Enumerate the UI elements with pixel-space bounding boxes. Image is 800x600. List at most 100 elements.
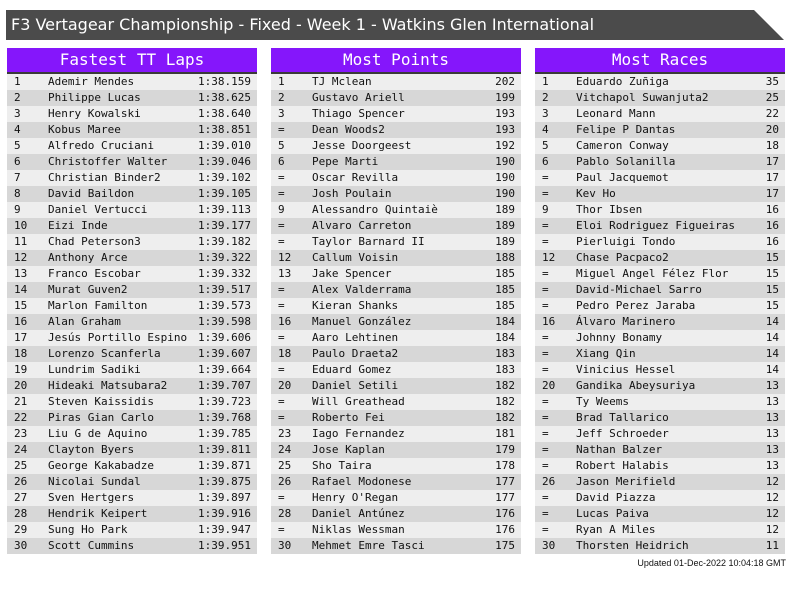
driver-name-cell: Mehmet Emre Tasci <box>312 539 425 552</box>
table-row: 20 Daniel Setili 182 <box>271 378 521 394</box>
driver-name-cell: Jake Spencer <box>312 267 392 280</box>
value-cell: 15 <box>765 283 779 296</box>
rank-cell: = <box>542 235 549 248</box>
table-row: 20 Hideaki Matsubara2 1:39.707 <box>7 378 257 394</box>
rank-cell: 25 <box>278 459 292 472</box>
driver-name-cell: Niklas Wessman <box>312 523 405 536</box>
table-row: = Henry O'Regan 177 <box>271 490 521 506</box>
table-row: = Oscar Revilla 190 <box>271 170 521 186</box>
driver-name-cell: Manuel González <box>312 315 412 328</box>
rank-cell: 8 <box>14 187 21 200</box>
table-row: 10 Eizi Inde 1:39.177 <box>7 218 257 234</box>
value-cell: 182 <box>495 411 515 424</box>
rank-cell: = <box>542 411 549 424</box>
rank-cell: 12 <box>542 251 556 264</box>
value-cell: 1:39.897 <box>198 491 251 504</box>
table-row: = Johnny Bonamy 14 <box>535 330 785 346</box>
value-cell: 184 <box>495 331 515 344</box>
driver-name-cell: Oscar Revilla <box>312 171 399 184</box>
table-row: 24 Jose Kaplan 179 <box>271 442 521 458</box>
value-cell: 12 <box>765 507 779 520</box>
table-row: = Ryan A Miles 12 <box>535 522 785 538</box>
rank-cell: 12 <box>14 251 28 264</box>
rank-cell: 7 <box>14 171 21 184</box>
table-row: = Pierluigi Tondo 16 <box>535 234 785 250</box>
driver-name-cell: George Kakabadze <box>48 459 154 472</box>
rank-cell: 1 <box>542 75 549 88</box>
driver-name-cell: Johnny Bonamy <box>576 331 663 344</box>
rank-cell: = <box>278 523 285 536</box>
table-row: = Alex Valderrama 185 <box>271 282 521 298</box>
table-row: 5 Jesse Doorgeest 192 <box>271 138 521 154</box>
value-cell: 1:39.598 <box>198 315 251 328</box>
table-row: = Roberto Fei 182 <box>271 410 521 426</box>
rank-cell: 13 <box>278 267 292 280</box>
table-row: 1 Ademir Mendes 1:38.159 <box>7 74 257 90</box>
value-cell: 17 <box>765 187 779 200</box>
driver-name-cell: Jesse Doorgeest <box>312 139 412 152</box>
driver-name-cell: Steven Kaissidis <box>48 395 154 408</box>
rank-cell: 17 <box>14 331 28 344</box>
driver-name-cell: Lundrim Sadiki <box>48 363 141 376</box>
value-cell: 1:39.182 <box>198 235 251 248</box>
driver-name-cell: Pepe Marti <box>312 155 379 168</box>
driver-name-cell: Daniel Setili <box>312 379 399 392</box>
value-cell: 16 <box>765 203 779 216</box>
value-cell: 13 <box>765 395 779 408</box>
driver-name-cell: Kev Ho <box>576 187 616 200</box>
rank-cell: = <box>278 219 285 232</box>
value-cell: 1:39.517 <box>198 283 251 296</box>
table-row: 26 Rafael Modonese 177 <box>271 474 521 490</box>
table-row: = Ty Weems 13 <box>535 394 785 410</box>
table-row: 4 Felipe P Dantas 20 <box>535 122 785 138</box>
driver-name-cell: Sven Hertgers <box>48 491 135 504</box>
table-row: = Xiang Qin 14 <box>535 346 785 362</box>
driver-name-cell: TJ Mclean <box>312 75 372 88</box>
rank-cell: 3 <box>278 107 285 120</box>
most-points-panel: Most Points 1 TJ Mclean 202 2 Gustavo Ariell… <box>271 48 521 554</box>
rank-cell: 22 <box>14 411 28 424</box>
driver-name-cell: Cameron Conway <box>576 139 669 152</box>
rank-cell: 9 <box>542 203 549 216</box>
rank-cell: 13 <box>14 267 28 280</box>
table-row: 16 Manuel González 184 <box>271 314 521 330</box>
value-cell: 185 <box>495 299 515 312</box>
rank-cell: 10 <box>14 219 28 232</box>
driver-name-cell: Roberto Fei <box>312 411 385 424</box>
table-row: = Eloi Rodriguez Figueiras 16 <box>535 218 785 234</box>
value-cell: 1:39.951 <box>198 539 251 552</box>
driver-name-cell: Xiang Qin <box>576 347 636 360</box>
driver-name-cell: Daniel Antúnez <box>312 507 405 520</box>
rank-cell: 24 <box>14 443 28 456</box>
value-cell: 179 <box>495 443 515 456</box>
rank-cell: 16 <box>278 315 292 328</box>
rank-cell: 5 <box>278 139 285 152</box>
driver-name-cell: Taylor Barnard II <box>312 235 425 248</box>
driver-name-cell: Thor Ibsen <box>576 203 643 216</box>
value-cell: 1:38.851 <box>198 123 251 136</box>
driver-name-cell: Anthony Arce <box>48 251 128 264</box>
table-row: 21 Steven Kaissidis 1:39.723 <box>7 394 257 410</box>
rank-cell: 30 <box>278 539 292 552</box>
driver-name-cell: Álvaro Marinero <box>576 315 676 328</box>
table-row: 20 Gandika Abeysuriya 13 <box>535 378 785 394</box>
table-row: 12 Anthony Arce 1:39.322 <box>7 250 257 266</box>
rank-cell: = <box>542 395 549 408</box>
rank-cell: = <box>542 187 549 200</box>
value-cell: 1:39.105 <box>198 187 251 200</box>
value-cell: 182 <box>495 395 515 408</box>
rank-cell: = <box>542 363 549 376</box>
value-cell: 1:39.707 <box>198 379 251 392</box>
rank-cell: 20 <box>14 379 28 392</box>
fastest-tt-laps-panel: Fastest TT Laps 1 Ademir Mendes 1:38.159 2 P… <box>7 48 257 554</box>
value-cell: 1:39.322 <box>198 251 251 264</box>
value-cell: 184 <box>495 315 515 328</box>
table-row: 23 Iago Fernandez 181 <box>271 426 521 442</box>
driver-name-cell: Callum Voisin <box>312 251 399 264</box>
table-row: 30 Mehmet Emre Tasci 175 <box>271 538 521 554</box>
driver-name-cell: Ryan A Miles <box>576 523 656 536</box>
rank-cell: 23 <box>14 427 28 440</box>
rank-cell: 3 <box>542 107 549 120</box>
value-cell: 202 <box>495 75 515 88</box>
driver-name-cell: Philippe Lucas <box>48 91 141 104</box>
